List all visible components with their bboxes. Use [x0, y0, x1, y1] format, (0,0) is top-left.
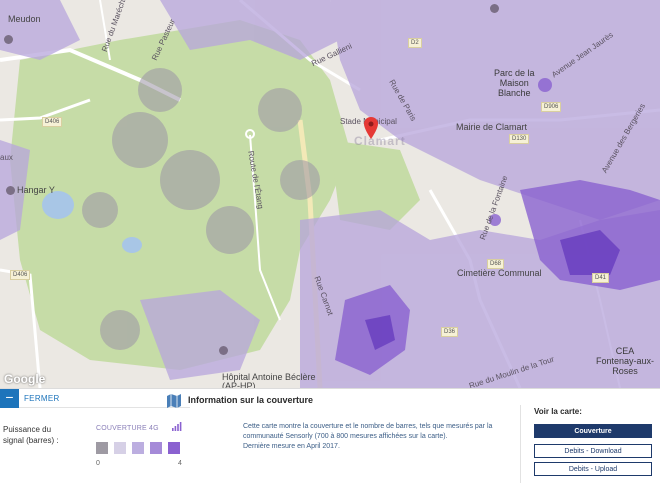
road-badge: D2	[408, 38, 422, 48]
road-badge: D906	[541, 102, 562, 112]
map-label-cea: CEA Fontenay-aux-Roses	[595, 346, 655, 376]
close-label[interactable]: FERMER	[24, 394, 60, 403]
info-description: Cette carte montre la couverture et le n…	[243, 422, 515, 452]
legend-swatch-3	[150, 442, 162, 454]
legend-swatch-1	[114, 442, 126, 454]
poi-icon	[4, 35, 13, 44]
road-badge: D406	[42, 117, 63, 127]
map-label-hangar: Hangar Y	[17, 185, 55, 195]
info-last-measure: Dernière mesure en April 2017.	[243, 443, 340, 450]
legend-swatch-2	[132, 442, 144, 454]
legend-scale-min: 0	[96, 460, 100, 467]
road-badge: D130	[509, 134, 530, 144]
close-bar: − FERMER	[0, 389, 190, 408]
panel-divider	[520, 405, 521, 483]
legend-scale-max: 4	[178, 460, 182, 467]
coverage-button[interactable]: Couverture	[534, 424, 652, 438]
poi-icon	[490, 4, 499, 13]
map-label-mairie: Mairie de Clamart	[456, 122, 528, 132]
google-logo: Google	[4, 372, 46, 386]
upload-speed-button[interactable]: Debits - Upload	[534, 462, 652, 476]
map-label-parc: Parc de la Maison Blanche	[494, 68, 535, 98]
map-canvas[interactable]	[0, 0, 660, 388]
coverage-map[interactable]: Meudon Hangar Y aux Stade Municipal Clam…	[0, 0, 660, 388]
road-badge: D68	[487, 259, 505, 269]
map-icon	[167, 394, 181, 408]
legend-swatch-4	[168, 442, 180, 454]
signal-bars-icon	[172, 422, 182, 431]
road-badge: D36	[441, 327, 459, 337]
map-label-clamart: Clamart	[354, 134, 406, 148]
legend-swatches	[96, 442, 180, 454]
legend-title: Puissance du signal (barres) :	[3, 425, 59, 445]
map-label-meudon: Meudon	[8, 14, 41, 24]
road-badge: D406	[10, 270, 31, 280]
map-label-cimetiere: Cimetière Communal	[457, 268, 542, 278]
poi-icon	[219, 346, 228, 355]
location-pin-icon[interactable]	[364, 117, 378, 139]
road-badge: D41	[592, 273, 610, 283]
info-title: Information sur la couverture	[188, 395, 314, 405]
map-label-aux: aux	[0, 153, 13, 162]
info-text: Cette carte montre la couverture et le n…	[243, 423, 493, 440]
download-speed-button[interactable]: Debits - Download	[534, 444, 652, 458]
legend-swatch-0	[96, 442, 108, 454]
collapse-button[interactable]: −	[0, 389, 19, 408]
info-panel: − FERMER Puissance du signal (barres) : …	[0, 388, 660, 490]
airplane-icon	[6, 186, 15, 195]
legend-coverage-label: COUVERTURE 4G	[96, 425, 159, 432]
voir-title: Voir la carte:	[534, 407, 582, 416]
map-label-hopital: Hôpital Antoine Béclère (AP-HP)	[222, 372, 316, 389]
